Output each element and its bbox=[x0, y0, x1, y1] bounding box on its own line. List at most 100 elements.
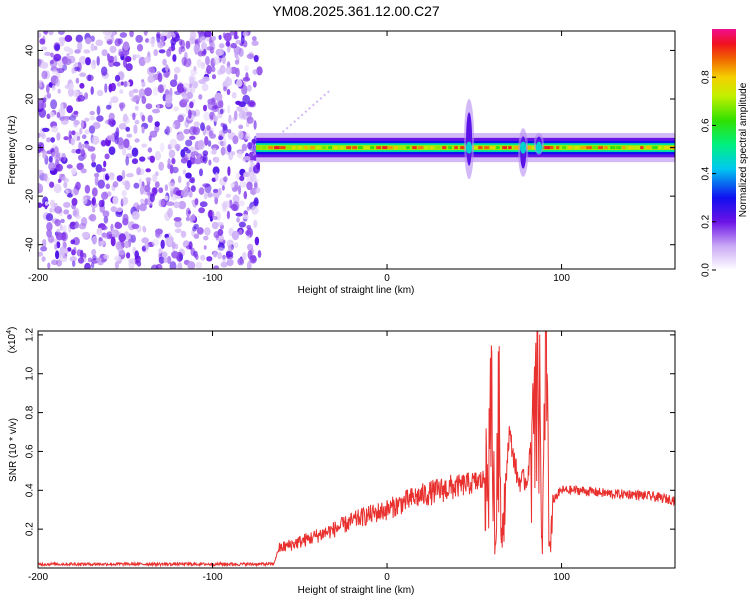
noise-speckle bbox=[110, 96, 119, 104]
signal-core bbox=[418, 146, 424, 150]
noise-speckle bbox=[157, 84, 165, 94]
noise-speckle bbox=[165, 94, 173, 104]
noise-speckle bbox=[53, 183, 62, 194]
noise-speckle bbox=[222, 200, 231, 208]
x-tick-label: -200 bbox=[28, 572, 48, 583]
noise-speckle bbox=[205, 56, 210, 66]
noise-speckle bbox=[104, 34, 111, 42]
noise-speckle bbox=[50, 137, 55, 143]
noise-speckle bbox=[225, 66, 233, 75]
noise-speckle bbox=[188, 191, 193, 198]
noise-speckle bbox=[78, 223, 87, 230]
signal-core bbox=[490, 146, 495, 150]
noise-speckle bbox=[235, 100, 242, 105]
noise-speckle bbox=[118, 51, 125, 57]
signal-core bbox=[574, 146, 580, 150]
snr-xlabel: Height of straight line (km) bbox=[298, 585, 415, 596]
noise-speckle bbox=[223, 86, 227, 92]
noise-speckle bbox=[57, 178, 62, 183]
noise-speckle bbox=[90, 86, 94, 95]
signal-core bbox=[394, 146, 398, 150]
noise-speckle bbox=[152, 187, 158, 195]
disturbance-center bbox=[535, 141, 542, 154]
noise-speckle bbox=[65, 189, 69, 195]
noise-speckle bbox=[141, 237, 149, 244]
noise-speckle bbox=[206, 125, 211, 131]
noise-speckle bbox=[134, 119, 140, 125]
noise-speckle bbox=[59, 255, 68, 263]
noise-speckle bbox=[252, 81, 257, 88]
noise-speckle bbox=[189, 135, 196, 140]
noise-speckle bbox=[158, 49, 166, 54]
noise-speckle bbox=[60, 218, 65, 224]
noise-speckle bbox=[218, 34, 222, 40]
noise-speckle bbox=[233, 242, 239, 249]
noise-speckle bbox=[114, 135, 119, 145]
signal-core bbox=[340, 146, 344, 150]
signal-core bbox=[592, 146, 598, 150]
snr-ylabel: SNR (10 * v/v) bbox=[8, 418, 19, 482]
signal-core bbox=[256, 146, 261, 150]
noise-speckle bbox=[244, 65, 249, 72]
noise-speckle bbox=[47, 262, 51, 269]
noise-speckle bbox=[131, 223, 140, 230]
noise-speckle bbox=[231, 92, 237, 99]
noise-speckle bbox=[121, 196, 128, 206]
noise-speckle bbox=[155, 228, 163, 235]
noise-speckle bbox=[92, 207, 96, 213]
noise-speckle bbox=[122, 217, 129, 226]
noise-speckle bbox=[213, 156, 220, 163]
signal-core bbox=[448, 146, 452, 150]
noise-speckle bbox=[162, 83, 167, 89]
noise-speckle bbox=[114, 74, 121, 82]
noise-speckle bbox=[180, 189, 189, 198]
noise-speckle bbox=[131, 158, 139, 165]
noise-speckle bbox=[84, 184, 91, 194]
noise-speckle bbox=[198, 94, 203, 100]
noise-speckle bbox=[193, 223, 199, 230]
noise-speckle bbox=[164, 71, 170, 78]
noise-speckle bbox=[60, 103, 64, 113]
noise-speckle bbox=[253, 120, 257, 130]
noise-speckle bbox=[98, 237, 103, 242]
y-tick-label: 0.4 bbox=[25, 483, 36, 497]
noise-speckle bbox=[246, 206, 251, 211]
noise-speckle bbox=[156, 33, 161, 43]
noise-speckle bbox=[102, 210, 110, 218]
noise-speckle bbox=[50, 52, 54, 58]
noise-speckle bbox=[180, 230, 187, 238]
noise-speckle bbox=[114, 38, 122, 47]
noise-speckle bbox=[79, 127, 83, 135]
noise-speckle bbox=[103, 254, 110, 260]
noise-speckle bbox=[90, 35, 95, 42]
noise-speckle bbox=[238, 200, 245, 207]
noise-speckle bbox=[134, 105, 139, 111]
noise-speckle bbox=[64, 34, 73, 43]
noise-speckle bbox=[38, 82, 43, 88]
noise-speckle bbox=[151, 238, 160, 247]
noise-speckle bbox=[206, 64, 212, 75]
noise-speckle bbox=[254, 187, 261, 194]
noise-speckle bbox=[208, 159, 212, 166]
noise-speckle bbox=[221, 55, 226, 65]
noise-speckle bbox=[71, 148, 77, 154]
noise-speckle bbox=[151, 264, 159, 269]
noise-speckle bbox=[243, 191, 248, 200]
x-tick-label: 0 bbox=[384, 572, 390, 583]
noise-speckle bbox=[40, 61, 49, 69]
noise-speckle bbox=[144, 56, 151, 64]
noise-speckle bbox=[223, 138, 227, 148]
noise-speckle bbox=[249, 171, 253, 177]
noise-speckle bbox=[39, 38, 46, 45]
figure-title: YM08.2025.361.12.00.C27 bbox=[272, 3, 440, 19]
noise-speckle bbox=[91, 161, 97, 168]
noise-speckle bbox=[193, 121, 200, 128]
noise-speckle bbox=[109, 45, 117, 54]
noise-speckle bbox=[56, 241, 61, 249]
noise-speckle bbox=[169, 182, 175, 192]
noise-speckle bbox=[91, 187, 98, 197]
colorbar-tick-label: 0.0 bbox=[701, 263, 712, 277]
noise-speckle bbox=[194, 198, 199, 206]
noise-speckle bbox=[75, 148, 82, 154]
noise-speckle bbox=[104, 153, 110, 160]
